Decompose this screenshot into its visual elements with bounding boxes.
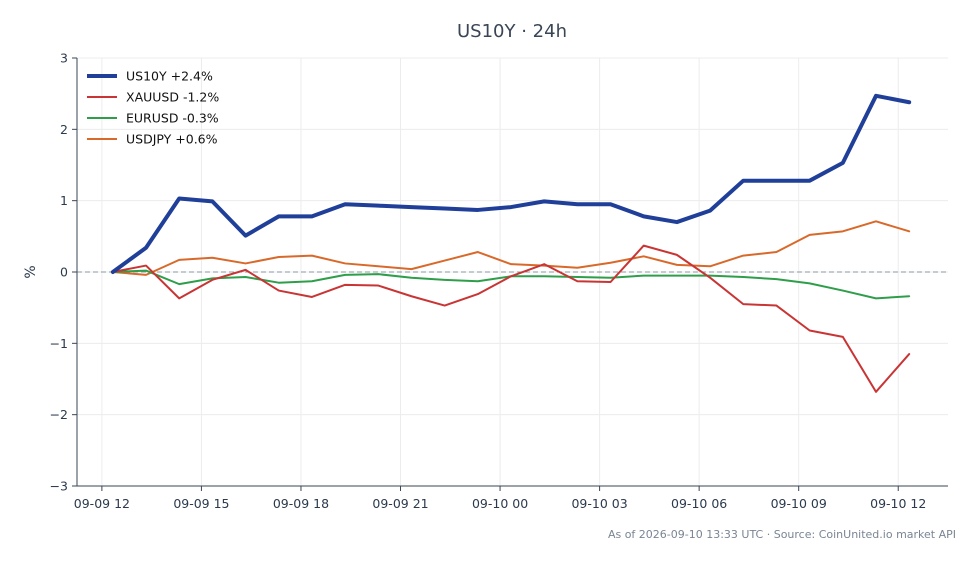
chart-title: US10Y · 24h bbox=[457, 21, 567, 42]
y-tick-label-1: 2 bbox=[60, 122, 68, 137]
y-tick-label-4: −1 bbox=[50, 336, 68, 351]
chart-footer: As of 2026-09-10 13:33 UTC · Source: Coi… bbox=[608, 528, 956, 541]
x-tick-label-4: 09-10 00 bbox=[472, 496, 528, 511]
y-ticks: 3 2 1 0 −1 −2 −3 bbox=[50, 51, 77, 494]
y-tick-label-0: 3 bbox=[60, 51, 68, 66]
x-tick-label-5: 09-10 03 bbox=[571, 496, 627, 511]
legend: US10Y +2.4% XAUUSD -1.2% EURUSD -0.3% USDJP… bbox=[87, 69, 219, 147]
x-tick-label-1: 09-09 15 bbox=[173, 496, 229, 511]
series-line-0 bbox=[110, 93, 912, 274]
legend-label-1: XAUUSD -1.2% bbox=[126, 90, 219, 105]
x-tick-label-6: 09-10 06 bbox=[671, 496, 727, 511]
y-tick-label-5: −2 bbox=[50, 407, 68, 422]
y-tick-label-6: −3 bbox=[50, 479, 68, 494]
x-tick-label-3: 09-09 21 bbox=[372, 496, 428, 511]
series-line-1 bbox=[111, 244, 911, 393]
y-tick-label-3: 0 bbox=[60, 265, 68, 280]
legend-label-2: EURUSD -0.3% bbox=[126, 111, 219, 126]
legend-label-0: US10Y +2.4% bbox=[126, 69, 213, 84]
series-line-3 bbox=[111, 220, 911, 276]
series-layer bbox=[110, 93, 912, 393]
y-tick-label-2: 1 bbox=[60, 193, 68, 208]
x-tick-label-0: 09-09 12 bbox=[74, 496, 130, 511]
x-tick-label-7: 09-10 09 bbox=[771, 496, 827, 511]
legend-label-3: USDJPY +0.6% bbox=[126, 132, 218, 147]
y-axis-label: % bbox=[23, 265, 39, 278]
x-ticks: 09-09 12 09-09 15 09-09 18 09-09 21 09-10 00… bbox=[74, 486, 926, 511]
x-tick-label-2: 09-09 18 bbox=[273, 496, 329, 511]
x-tick-label-8: 09-10 12 bbox=[870, 496, 926, 511]
